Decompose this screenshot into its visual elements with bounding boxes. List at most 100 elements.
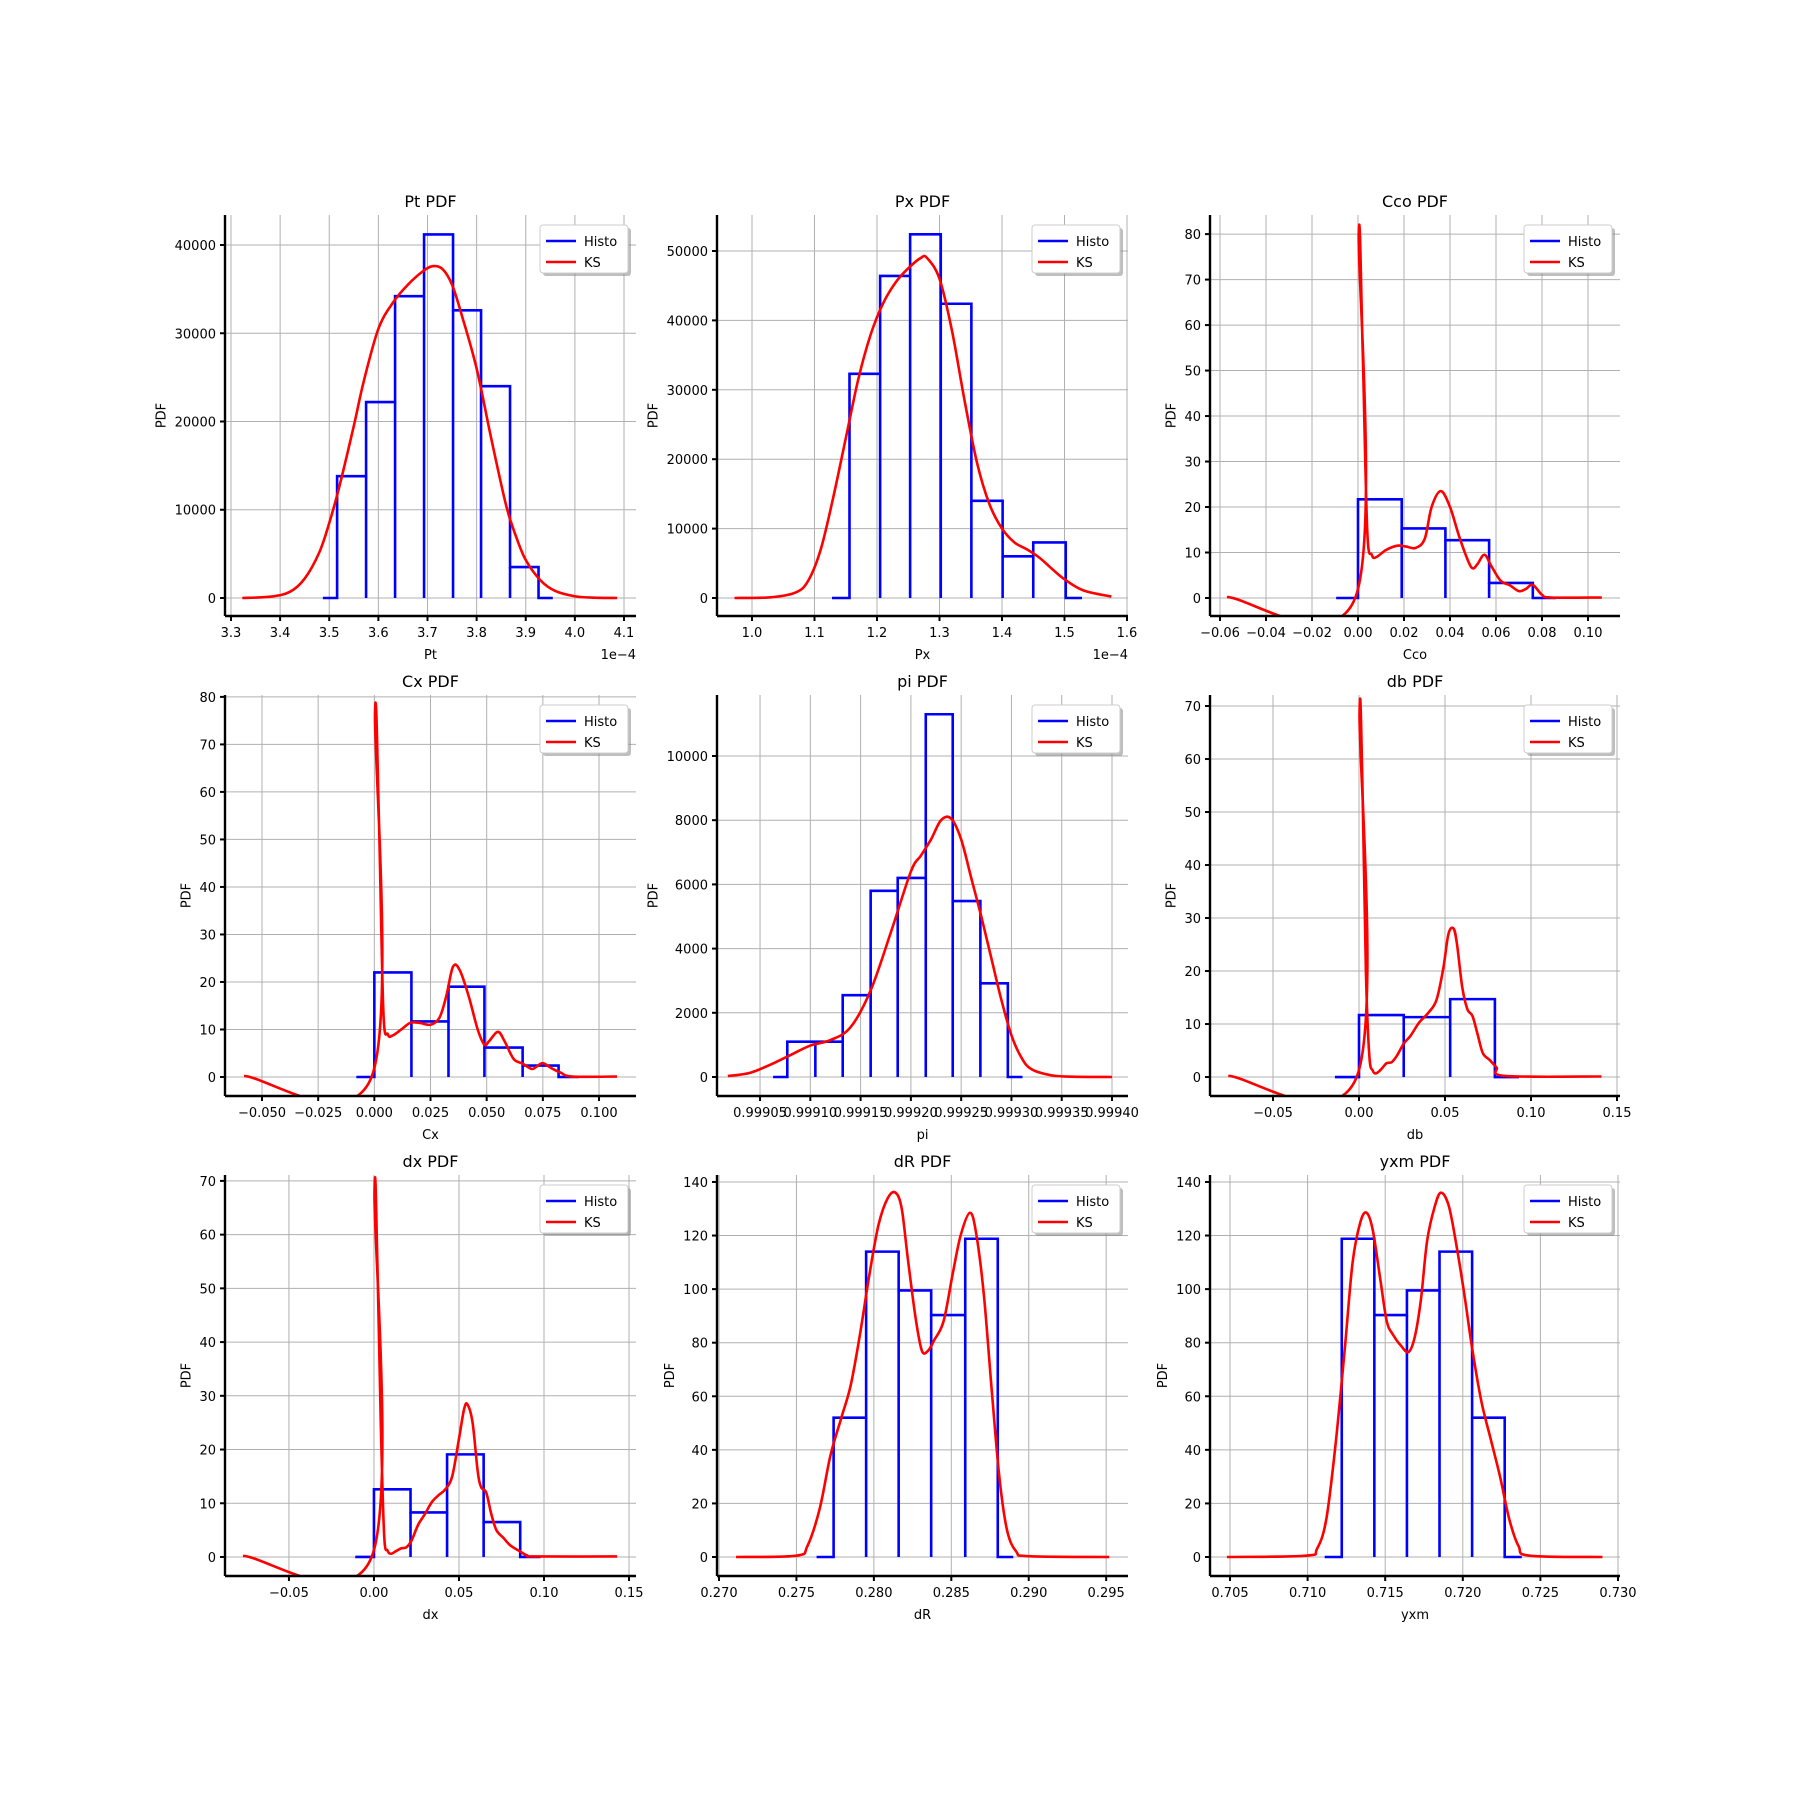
y-axis-label: PDF — [1164, 883, 1179, 908]
x-tick-label: 0.270 — [700, 1586, 737, 1601]
y-tick-label: 6000 — [675, 878, 708, 893]
x-tick-label: 3.8 — [466, 626, 487, 641]
legend: Histo KS — [1523, 1184, 1615, 1236]
y-tick-label: 20000 — [667, 453, 708, 468]
x-tick-label: 1.2 — [867, 626, 888, 641]
y-tick-label: 0 — [700, 1071, 708, 1086]
y-tick-label: 100 — [1176, 1283, 1201, 1298]
x-tick-label: 3.7 — [417, 626, 438, 641]
x-tick-label: 0.295 — [1088, 1586, 1125, 1601]
x-tick-label: 0.050 — [468, 1106, 505, 1121]
x-axis-label: db — [1407, 1128, 1424, 1143]
x-tick-label: 1.0 — [742, 626, 763, 641]
x-tick-label: 0.99935 — [1035, 1106, 1089, 1121]
x-tick-label: 0.99915 — [834, 1106, 888, 1121]
legend: Histo KS — [1523, 704, 1615, 756]
chart-title: Px PDF — [895, 192, 950, 211]
grid-lines — [717, 1175, 1128, 1576]
x-tick-label: 0.10 — [1517, 1106, 1546, 1121]
x-tick-label: −0.025 — [294, 1106, 342, 1121]
x-tick-label: 0.99940 — [1085, 1106, 1139, 1121]
y-tick-label: 10 — [199, 1497, 216, 1512]
x-tick-label: 3.9 — [515, 626, 536, 641]
chart-title: db PDF — [1387, 672, 1444, 691]
chart-panel-dx: −0.05 0.00 0.05 0.10 0.15 0 10 20 30 40 50 60 70 dx P… — [179, 1152, 643, 1623]
chart-title: pi PDF — [897, 672, 948, 691]
x-tick-label: 0.05 — [445, 1586, 474, 1601]
ks-curve — [1228, 697, 1602, 1096]
y-tick-label: 40 — [199, 1336, 216, 1351]
y-tick-label: 0 — [700, 592, 708, 607]
x-axis-label: Cco — [1403, 648, 1427, 663]
x-tick-label: 0.08 — [1528, 626, 1557, 641]
x-axis-label: Pt — [424, 648, 437, 663]
ks-curve — [1226, 1191, 1603, 1559]
x-axis-label: yxm — [1401, 1608, 1429, 1623]
x-tick-label: 0.720 — [1444, 1586, 1481, 1601]
x-tick-label: 0.04 — [1436, 626, 1465, 641]
legend-label-ks: KS — [1076, 256, 1093, 271]
y-tick-label: 20 — [1184, 965, 1201, 980]
x-tick-label: 0.00 — [1344, 626, 1373, 641]
x-axis-label: dR — [914, 1608, 931, 1623]
chart-title: Cx PDF — [402, 672, 459, 691]
y-axis-label: PDF — [1164, 403, 1179, 428]
panels-group: 3.3 3.4 3.5 3.6 3.7 3.8 3.9 4.0 4.10100002000030… — [155, 192, 1637, 1623]
y-tick-label: 30 — [199, 1390, 216, 1405]
x-offset-text: 1e−4 — [1093, 648, 1128, 663]
y-tick-label: 10 — [1184, 1018, 1201, 1033]
x-offset-text: 1e−4 — [601, 648, 636, 663]
y-tick-label: 20 — [199, 976, 216, 991]
y-tick-label: 60 — [1184, 319, 1201, 334]
y-tick-label: 120 — [683, 1230, 708, 1245]
legend: Histo KS — [1031, 224, 1123, 276]
y-tick-label: 70 — [199, 1175, 216, 1190]
y-tick-label: 140 — [1176, 1176, 1201, 1191]
x-tick-label: −0.05 — [269, 1586, 309, 1601]
ks-curve — [1226, 223, 1602, 616]
y-tick-label: 140 — [683, 1176, 708, 1191]
x-tick-label: 1.6 — [1117, 626, 1138, 641]
x-tick-label: 0.715 — [1367, 1586, 1404, 1601]
legend-label-histo: Histo — [1568, 715, 1601, 730]
histogram-outline — [816, 1237, 1014, 1559]
x-tick-label: 0.705 — [1211, 1586, 1248, 1601]
y-axis-label: PDF — [1156, 1363, 1171, 1388]
y-tick-label: 30000 — [175, 327, 216, 342]
histogram-outline — [355, 1453, 541, 1559]
legend-label-ks: KS — [584, 736, 601, 751]
legend-label-histo: Histo — [584, 235, 617, 250]
ks-curve — [242, 1175, 618, 1576]
y-tick-label: 0 — [1193, 1551, 1201, 1566]
x-tick-label: 0.00 — [1345, 1106, 1374, 1121]
chart-panel-px: 1.0 1.1 1.2 1.3 1.4 1.5 1.6 0 10000 20000 30000 400… — [647, 192, 1138, 663]
y-tick-label: 70 — [199, 738, 216, 753]
y-tick-label: 80 — [1184, 228, 1201, 243]
x-tick-label: 0.05 — [1431, 1106, 1460, 1121]
legend: Histo KS — [539, 224, 631, 276]
grid-lines — [1210, 215, 1620, 616]
y-axis-label: PDF — [179, 883, 194, 908]
x-tick-label: 1.5 — [1054, 626, 1075, 641]
y-tick-label: 40000 — [175, 239, 216, 254]
grid-lines — [717, 695, 1128, 1096]
y-tick-label: 40 — [1184, 859, 1201, 874]
x-tick-label: 0.99910 — [783, 1106, 837, 1121]
x-tick-label: 0.100 — [580, 1106, 617, 1121]
y-tick-label: 40 — [199, 881, 216, 896]
legend-label-histo: Histo — [1076, 235, 1109, 250]
x-tick-label: 1.3 — [929, 626, 950, 641]
y-tick-label: 80 — [691, 1337, 708, 1352]
x-axis-label: Px — [915, 648, 931, 663]
x-tick-label: −0.02 — [1292, 626, 1332, 641]
histogram-outline — [832, 233, 1082, 600]
y-tick-label: 40 — [1184, 1444, 1201, 1459]
x-axis-label: dx — [423, 1608, 439, 1623]
x-tick-label: 0.000 — [356, 1106, 393, 1121]
chart-title: yxm PDF — [1380, 1152, 1451, 1171]
y-tick-label: 0 — [1193, 1071, 1201, 1086]
y-tick-label: 20 — [691, 1497, 708, 1512]
ks-curve — [243, 701, 617, 1096]
